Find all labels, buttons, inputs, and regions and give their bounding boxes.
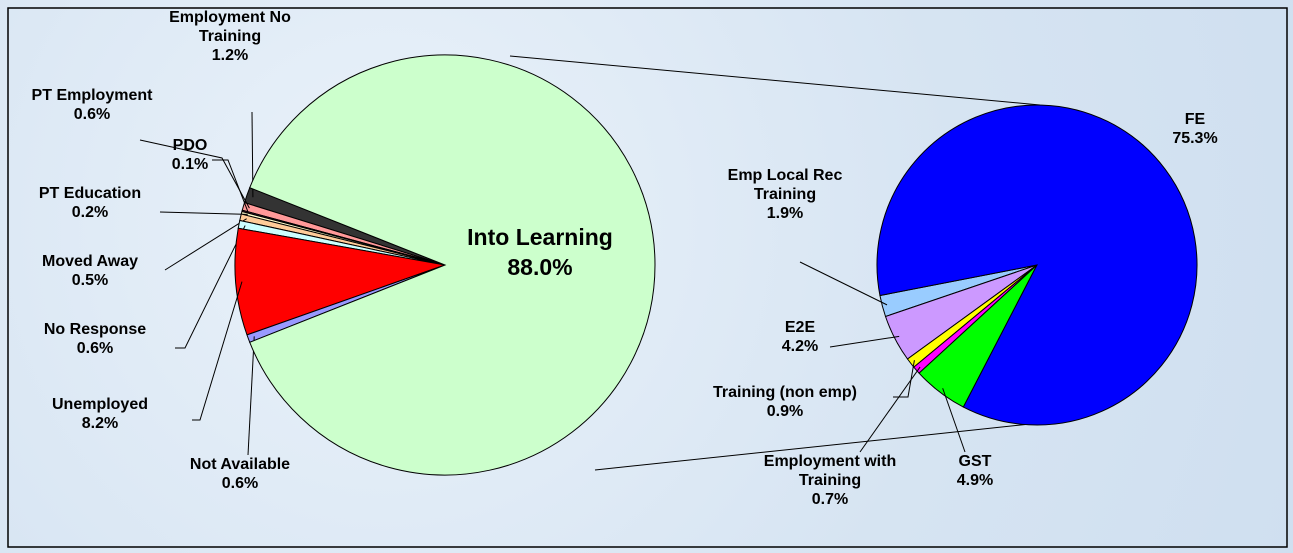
category-label: Moved Away (41, 253, 139, 270)
leader-line (212, 159, 249, 213)
value-label: 0.2% (71, 204, 109, 221)
value-label: 4.9% (956, 472, 994, 489)
category-label: Employment with Training (763, 453, 897, 489)
connector-line (509, 55, 1041, 106)
value-label: 0.1% (171, 156, 209, 173)
value-label: 0.9% (766, 403, 804, 420)
value-label: 0.5% (71, 272, 109, 289)
category-label: Emp Local Rec Training (727, 167, 843, 203)
slice-label: Employment No Training 1.2% (160, 8, 300, 65)
leader-line (859, 366, 921, 453)
value-label: 8.2% (81, 415, 119, 432)
category-label: E2E (784, 319, 816, 336)
slice-label: PT Education 0.2% (5, 184, 175, 222)
category-label: GST (958, 453, 992, 470)
slice-label: Not Available 0.6% (155, 455, 325, 493)
value-label: 1.2% (211, 47, 249, 64)
slice-label: Unemployed 8.2% (15, 395, 185, 433)
slice-label: FE 75.3% (1165, 110, 1225, 148)
leader-line (829, 335, 900, 348)
slice-label: No Response 0.6% (10, 320, 180, 358)
value-label: 0.6% (221, 475, 259, 492)
slice-label: PT Employment 0.6% (7, 86, 177, 124)
category-label: PT Employment (31, 87, 153, 104)
category-label: Unemployed (51, 396, 148, 413)
leader-line (164, 218, 247, 271)
category-label: PT Education (38, 185, 142, 202)
leader-line (175, 225, 246, 349)
leader-line (893, 360, 915, 398)
value-label: 88.0% (507, 254, 573, 280)
value-label: 1.9% (766, 205, 804, 222)
pie-slice (876, 104, 1198, 426)
slice-label: Training (non emp) 0.9% (675, 383, 895, 421)
pie-slice (234, 227, 447, 336)
category-label: Employment No Training (169, 9, 291, 45)
category-label: No Response (43, 321, 147, 338)
connector-line (594, 422, 1041, 471)
category-label: FE (1184, 111, 1206, 128)
value-label: 0.6% (76, 340, 114, 357)
slice-label: Moved Away 0.5% (5, 252, 175, 290)
pie-slice (249, 54, 656, 476)
frame (7, 7, 1288, 548)
slice-label: Employment with Training 0.7% (755, 452, 905, 509)
slice-label: E2E 4.2% (760, 318, 840, 356)
slice-label: GST 4.9% (945, 452, 1005, 490)
leader-line (247, 336, 255, 456)
category-label: Not Available (189, 456, 291, 473)
value-label: 0.7% (811, 491, 849, 508)
slice-label: Emp Local Rec Training 1.9% (710, 166, 860, 223)
slice-label: PDO 0.1% (160, 136, 220, 174)
category-label: PDO (172, 137, 208, 154)
category-label: Training (non emp) (713, 384, 857, 401)
value-label: 4.2% (781, 338, 819, 355)
leader-line (799, 261, 888, 306)
leader-line (192, 281, 243, 421)
value-label: 75.3% (1172, 130, 1218, 147)
slice-label: Into Learning 88.0% (430, 222, 650, 282)
category-label: Into Learning (467, 224, 613, 250)
leader-line (159, 211, 248, 215)
leader-line (942, 388, 966, 453)
value-label: 0.6% (73, 106, 111, 123)
